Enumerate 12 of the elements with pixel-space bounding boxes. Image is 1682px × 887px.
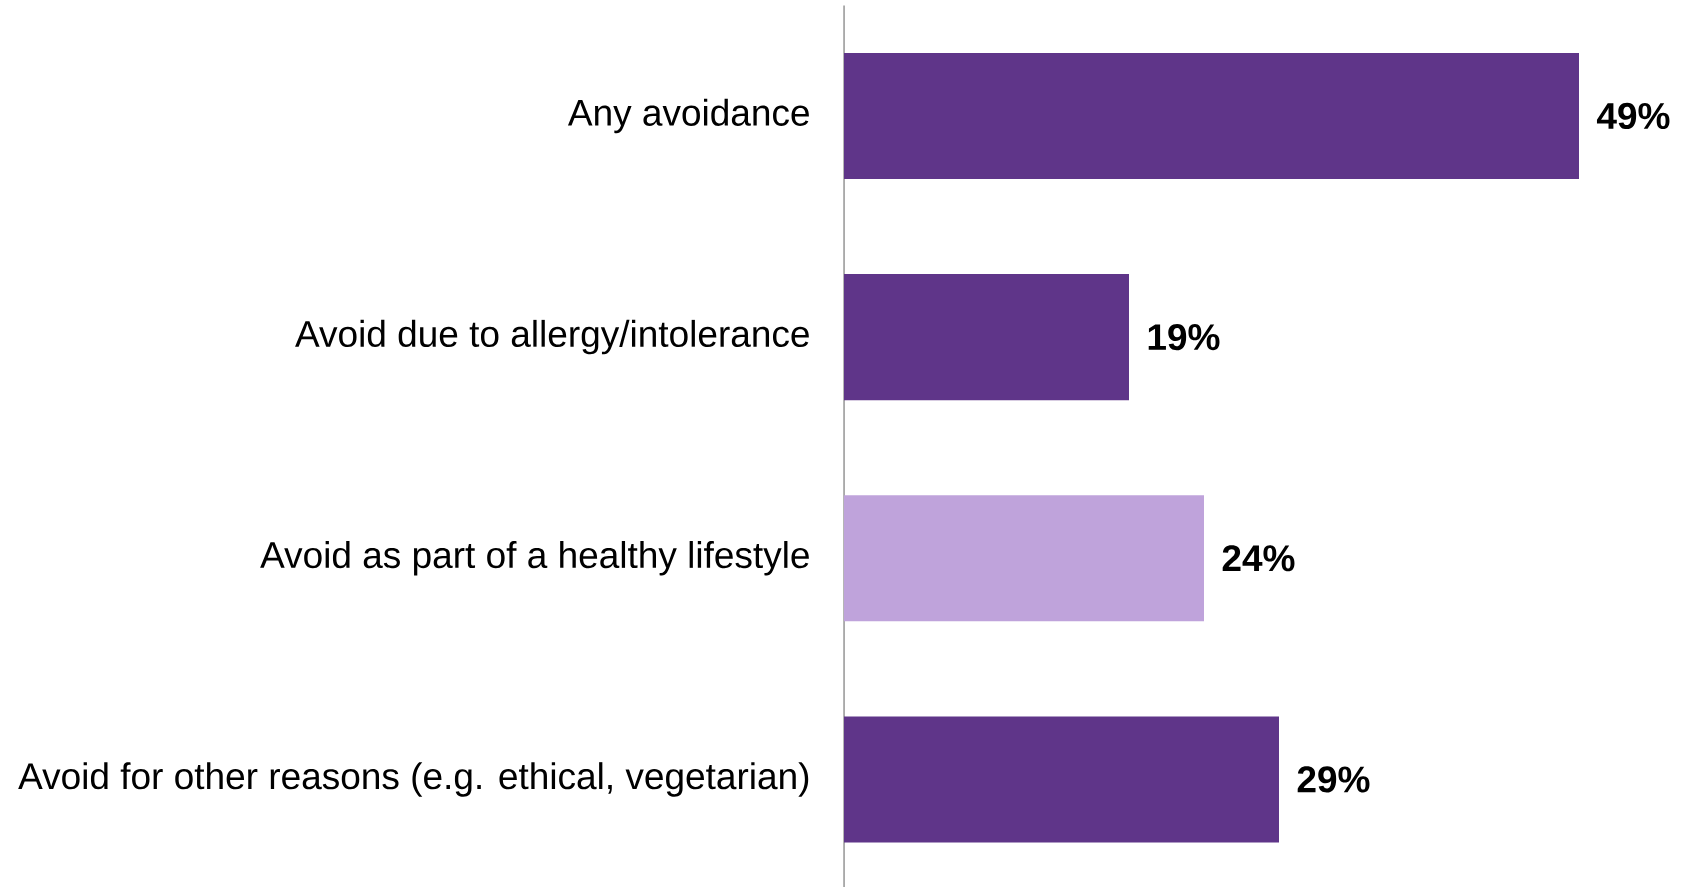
y-tick-label: Avoid for other reasons (e.g. ethical, vegetarian) bbox=[18, 762, 809, 797]
y-tick-label: Avoid as part of a healthy lifestyle bbox=[260, 541, 809, 576]
data-label: 29% bbox=[1297, 766, 1370, 793]
bar bbox=[844, 52, 1579, 179]
bar bbox=[844, 274, 1129, 401]
bar bbox=[844, 495, 1204, 622]
data-label: 49% bbox=[1596, 102, 1670, 130]
y-tick-label: Any avoidance bbox=[567, 98, 809, 134]
data-label: 19% bbox=[1148, 324, 1220, 351]
bar bbox=[844, 716, 1279, 843]
data-label: 24% bbox=[1222, 545, 1295, 572]
y-tick-label: Avoid due to allergy/intolerance bbox=[295, 319, 809, 355]
